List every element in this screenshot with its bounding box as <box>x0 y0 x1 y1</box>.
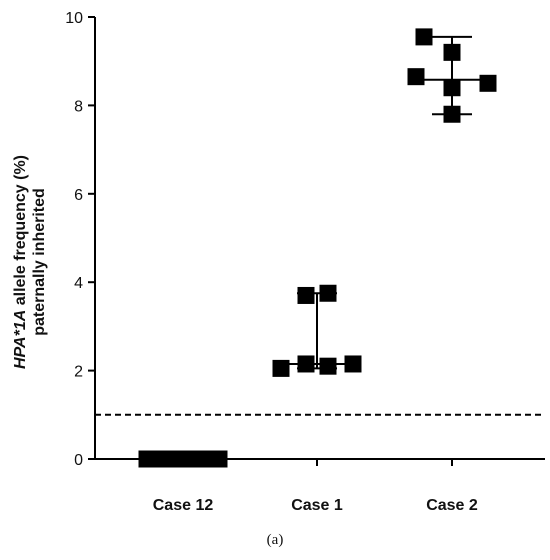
data-point <box>319 284 337 302</box>
data-point <box>138 450 156 468</box>
data-point <box>407 68 425 86</box>
y-tick-label: 0 <box>74 452 83 469</box>
data-point <box>272 359 290 377</box>
data-point <box>319 357 337 375</box>
figure-caption: (a) <box>266 532 284 548</box>
data-point <box>443 79 461 97</box>
data-point <box>166 450 184 468</box>
x-category-label: Case 1 <box>291 497 343 514</box>
error-bars <box>139 35 486 460</box>
data-point <box>152 450 170 468</box>
data-point <box>415 28 433 46</box>
data-point <box>297 355 315 373</box>
y-ticks: 0 2 4 6 8 10 <box>65 10 95 469</box>
data-point <box>196 450 214 468</box>
data-point <box>182 450 200 468</box>
y-tick-label: 8 <box>74 98 83 115</box>
axes <box>94 17 545 460</box>
data-points <box>138 28 497 468</box>
data-point <box>344 355 362 373</box>
data-point <box>443 43 461 61</box>
y-tick-label: 10 <box>65 10 83 27</box>
y-axis-label-rest: allele frequency (%) <box>12 155 29 310</box>
data-point <box>443 105 461 123</box>
chart: HPA*1A allele frequency (%) paternally i… <box>12 10 545 514</box>
y-tick-label: 6 <box>74 187 83 204</box>
y-axis-label-line2: paternally inherited <box>31 188 48 336</box>
y-tick-label: 4 <box>74 275 83 292</box>
y-axis-label: HPA*1A allele frequency (%) <box>12 155 29 369</box>
x-categories: Case 12 Case 1 Case 2 <box>153 459 478 514</box>
data-point <box>210 450 228 468</box>
x-category-label: Case 2 <box>426 497 478 514</box>
x-category-label: Case 12 <box>153 497 214 514</box>
y-axis-label-italic: HPA*1A <box>12 310 29 369</box>
data-point <box>479 74 497 92</box>
y-tick-label: 2 <box>74 364 83 381</box>
data-point <box>297 286 315 304</box>
